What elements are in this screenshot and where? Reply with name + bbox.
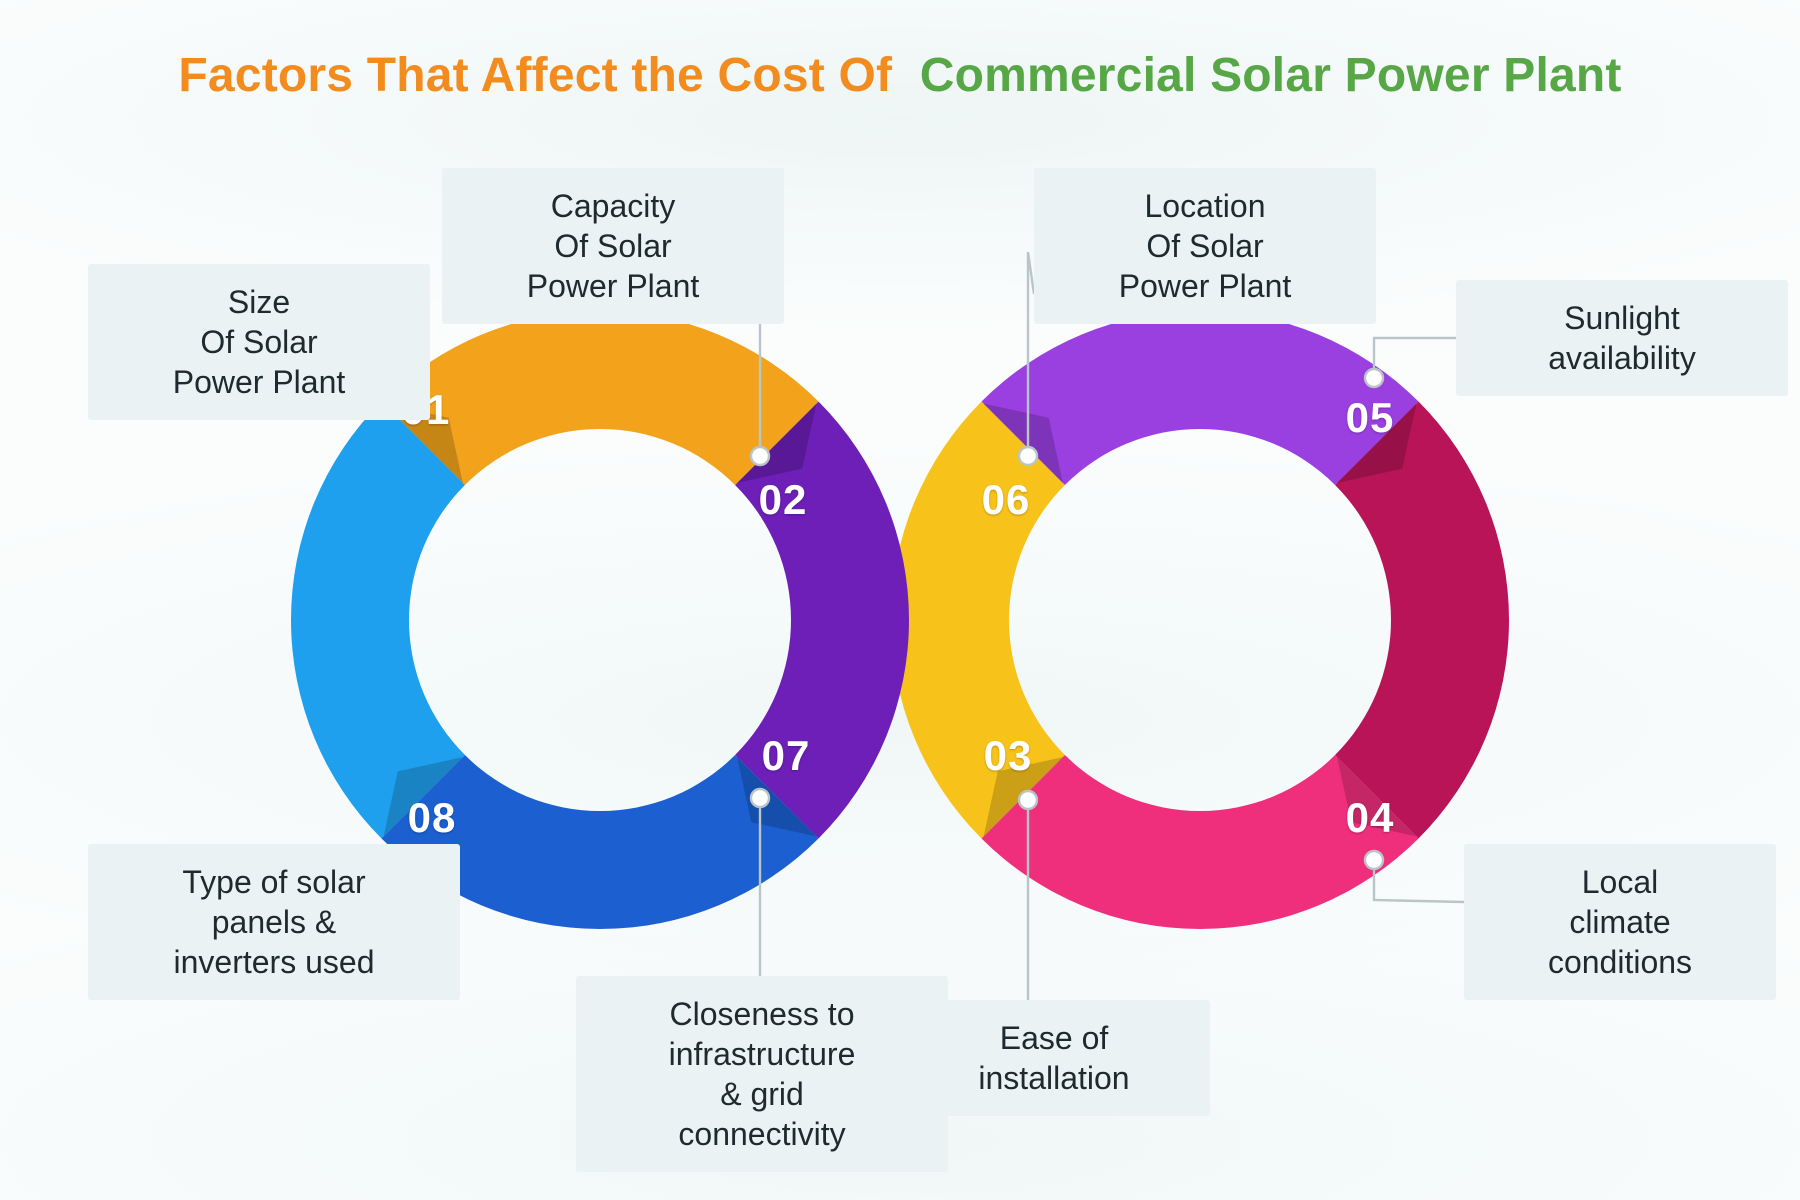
infographic-stage: 01 02 03 04 05 06 07 08 Size Of Solar Po… [0,0,1800,1200]
segment-number-05: 05 [1346,394,1395,442]
leader-dot-04 [1365,851,1383,869]
callout-box-02: Capacity Of Solar Power Plant [442,168,784,324]
callout-box-01: Size Of Solar Power Plant [88,264,430,420]
callout-box-06: Location Of Solar Power Plant [1034,168,1376,324]
callout-box-07: Closeness to infrastructure & grid conne… [576,976,948,1172]
segment-number-06: 06 [982,476,1031,524]
leader-dot-03 [1019,791,1037,809]
segment-number-02: 02 [759,476,808,524]
callout-box-05: Sunlight availability [1456,280,1788,396]
segment-number-04: 04 [1346,794,1395,842]
leader-dot-06 [1019,447,1037,465]
segment-number-08: 08 [408,794,457,842]
leader-line-05 [1374,338,1456,378]
callout-box-08: Type of solar panels & inverters used [88,844,460,1000]
callout-box-04: Local climate conditions [1464,844,1776,1000]
segment-number-07: 07 [762,732,811,780]
segment-number-03: 03 [984,732,1033,780]
leader-dot-07 [751,789,769,807]
leader-dot-02 [751,447,769,465]
leader-dot-05 [1365,369,1383,387]
leader-line-04 [1374,860,1464,902]
